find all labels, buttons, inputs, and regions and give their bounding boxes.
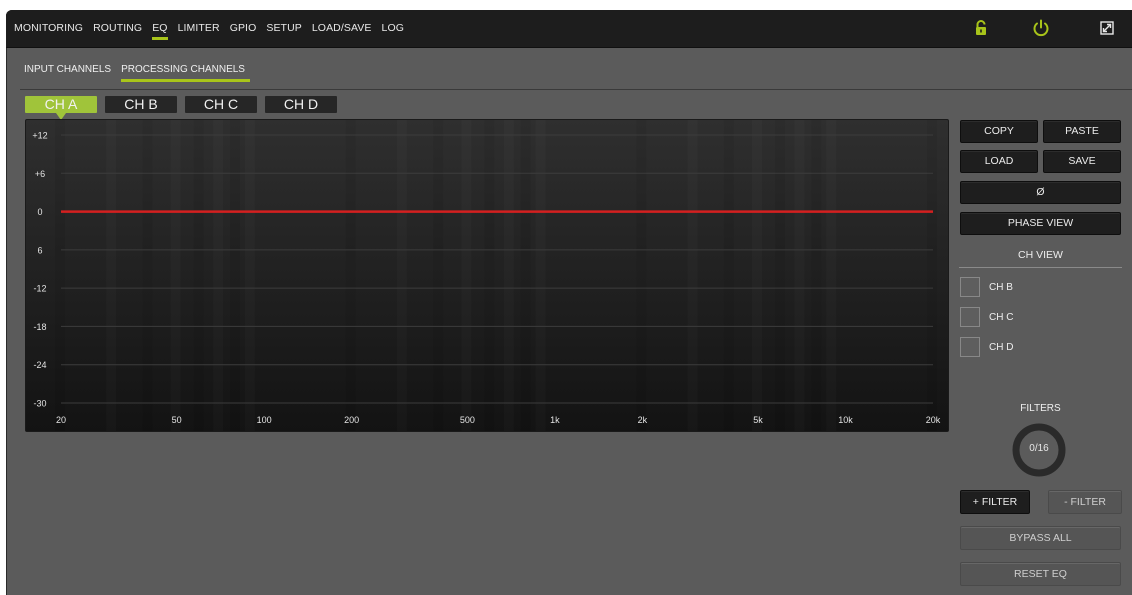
x-tick-label: 50 [172, 415, 182, 425]
x-tick-label: 20 [56, 415, 66, 425]
x-tick-label: 20k [926, 415, 941, 425]
app-window: MONITORING ROUTING EQ LIMITER GPIO SETUP… [6, 10, 1132, 595]
y-tick-label: +6 [35, 169, 45, 179]
menu-routing[interactable]: ROUTING [93, 22, 143, 34]
tab-ch-c[interactable]: CH C [185, 96, 257, 113]
sub-navigation: INPUT CHANNELS PROCESSING CHANNELS [19, 64, 250, 82]
tab-ch-d[interactable]: CH D [265, 96, 337, 113]
menu-eq[interactable]: EQ [147, 22, 172, 40]
y-tick-label: -24 [33, 360, 46, 370]
y-tick-label: -18 [33, 322, 46, 332]
grid-band [106, 120, 116, 431]
grid-band [794, 120, 804, 431]
grid-band [484, 120, 495, 431]
tab-ch-b[interactable]: CH B [105, 96, 177, 113]
grid-band [171, 120, 181, 431]
ch-view-divider [959, 267, 1122, 268]
grid-band [775, 120, 786, 431]
ch-view-label-ch-b: CH B [989, 282, 1013, 293]
grid-band [723, 120, 734, 431]
x-tick-label: 100 [257, 415, 272, 425]
grid-band [55, 120, 65, 431]
bypass-all-button[interactable]: BYPASS ALL [960, 526, 1121, 550]
grid-band [397, 120, 407, 431]
grid-band [213, 120, 223, 431]
grid-band [811, 120, 822, 431]
tab-ch-a[interactable]: CH A [25, 96, 97, 120]
grid-band [826, 120, 836, 431]
grid-band [636, 120, 647, 431]
y-tick-label: 6 [37, 245, 42, 255]
x-tick-label: 10k [838, 415, 853, 425]
eq-graph-canvas[interactable]: +12 +6 0 6 -12 -18 -24 -30 20 50 100 200 500 1k 2k 5k 10… [26, 120, 948, 431]
ch-view-label-ch-d: CH D [989, 342, 1014, 353]
x-tick-label: 2k [638, 415, 648, 425]
paste-button[interactable]: PASTE [1043, 120, 1121, 143]
phase-view-button[interactable]: PHASE VIEW [960, 212, 1121, 235]
lock-icon[interactable] [974, 19, 988, 42]
menu-limiter[interactable]: LIMITER [177, 22, 220, 34]
subnav-processing-channels[interactable]: PROCESSING CHANNELS [116, 64, 250, 82]
x-tick-label: 1k [550, 415, 560, 425]
grid-band [345, 120, 356, 431]
ch-view-checkbox-ch-b[interactable] [960, 277, 980, 297]
add-filter-button[interactable]: + FILTER [960, 490, 1030, 514]
menu-gpio[interactable]: GPIO [229, 22, 257, 34]
menu-log[interactable]: LOG [381, 22, 404, 34]
y-tick-label: -30 [33, 399, 46, 409]
load-button[interactable]: LOAD [960, 150, 1038, 173]
grid-band [245, 120, 255, 431]
remove-filter-button[interactable]: - FILTER [1048, 490, 1122, 514]
grid-band [688, 120, 698, 431]
ch-view-label: CH VIEW [1018, 249, 1063, 261]
top-menu-bar: MONITORING ROUTING EQ LIMITER GPIO SETUP… [6, 10, 1132, 48]
filters-label: FILTERS [1020, 403, 1061, 414]
ch-view-checkbox-ch-c[interactable] [960, 307, 980, 327]
y-tick-label: +12 [32, 131, 47, 141]
menu-load-save[interactable]: LOAD/SAVE [311, 22, 372, 34]
ch-view-checkbox-ch-d[interactable] [960, 337, 980, 357]
grid-band [142, 120, 153, 431]
grid-band [520, 120, 531, 431]
reset-eq-button[interactable]: RESET EQ [960, 562, 1121, 586]
channel-tabs: CH A CH B CH C CH D [25, 96, 337, 120]
grid-band [927, 120, 937, 431]
save-button[interactable]: SAVE [1043, 150, 1121, 173]
x-tick-label: 200 [344, 415, 359, 425]
y-tick-label: 0 [37, 207, 42, 217]
ch-view-label-ch-c: CH C [989, 312, 1014, 323]
fullscreen-icon[interactable] [1100, 21, 1114, 40]
grid-band [433, 120, 444, 431]
power-icon[interactable] [1032, 19, 1050, 42]
grid-band [461, 120, 471, 431]
subnav-input-channels[interactable]: INPUT CHANNELS [24, 64, 112, 75]
grid-band [229, 120, 240, 431]
filters-count-dial: 0/16 [1011, 422, 1067, 478]
menu-monitoring[interactable]: MONITORING [14, 22, 84, 34]
grid-band [536, 120, 546, 431]
grid-band [504, 120, 514, 431]
main-menu: MONITORING ROUTING EQ LIMITER GPIO SETUP… [9, 22, 409, 40]
eq-graph[interactable]: +12 +6 0 6 -12 -18 -24 -30 20 50 100 200 500 1k 2k 5k 10… [25, 119, 949, 432]
x-tick-label: 5k [753, 415, 763, 425]
copy-button[interactable]: COPY [960, 120, 1038, 143]
grid-band [752, 120, 762, 431]
filters-count: 0/16 [1029, 443, 1049, 454]
grid-band [193, 120, 204, 431]
y-tick-label: -12 [33, 284, 46, 294]
x-tick-label: 500 [460, 415, 475, 425]
header-divider [20, 89, 1132, 90]
phase-invert-button[interactable]: Ø [960, 181, 1121, 204]
menu-setup[interactable]: SETUP [266, 22, 302, 34]
